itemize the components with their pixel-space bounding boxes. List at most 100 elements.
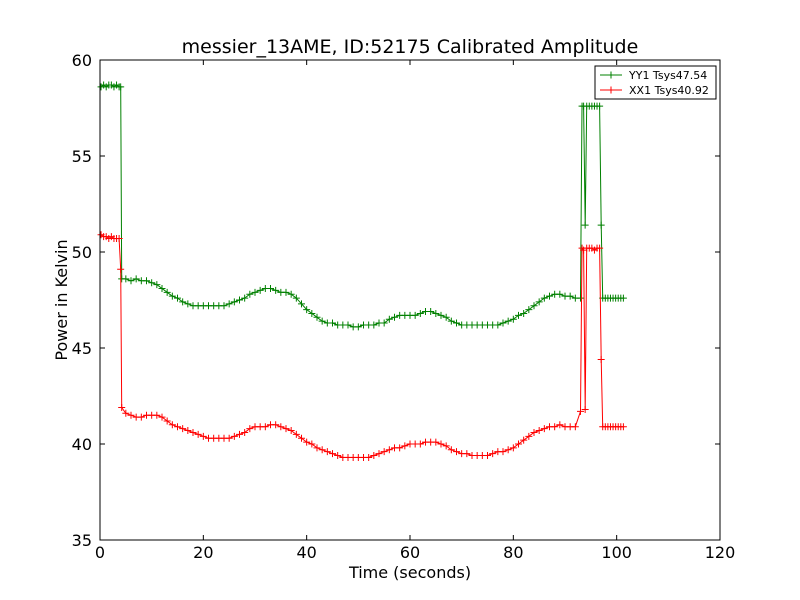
data-point [484, 452, 491, 460]
data-point [391, 313, 398, 321]
data-point [509, 444, 517, 452]
data-point [385, 315, 393, 323]
series-line [100, 234, 624, 458]
data-point [427, 308, 435, 316]
data-point [432, 438, 440, 446]
data-point [246, 290, 254, 298]
data-point [442, 313, 450, 321]
data-point [551, 423, 559, 431]
data-point [375, 450, 383, 458]
data-point [282, 425, 290, 433]
data-point [261, 423, 269, 431]
x-tick-label: 100 [601, 543, 632, 562]
data-point [287, 427, 295, 435]
data-point [380, 448, 388, 456]
chart-title: messier_13AME, ID:52175 Calibrated Ampli… [182, 36, 639, 58]
legend-label: XX1 Tsys40.92 [629, 84, 709, 97]
data-point [179, 298, 187, 306]
data-point [287, 290, 295, 298]
data-point [354, 323, 362, 331]
data-point [370, 321, 378, 329]
y-tick-label: 60 [72, 51, 92, 70]
data-point [122, 275, 130, 283]
data-point [153, 411, 161, 419]
data-point [447, 317, 455, 325]
data-point [489, 450, 497, 458]
data-point [272, 286, 280, 294]
data-point [380, 319, 388, 327]
data-point [272, 421, 280, 429]
data-point [298, 300, 305, 308]
series-1 [97, 81, 627, 331]
data-point [174, 423, 181, 431]
data-point [308, 309, 316, 317]
data-point [411, 311, 419, 319]
y-tick-label: 55 [72, 147, 92, 166]
data-point [581, 405, 589, 413]
data-point [117, 265, 125, 273]
data-point [318, 317, 326, 325]
series-2 [97, 231, 627, 461]
data-point [520, 309, 528, 317]
data-point [619, 423, 627, 431]
data-point [225, 300, 233, 308]
data-point [499, 448, 507, 456]
data-point [199, 432, 207, 440]
data-point [292, 294, 300, 302]
y-axis-label: Power in Kelvin [52, 239, 71, 360]
data-point [313, 444, 321, 452]
x-axis-label: Time (seconds) [348, 563, 471, 582]
data-point [581, 221, 589, 229]
data-point [494, 321, 502, 329]
y-tick-label: 40 [72, 435, 92, 454]
x-tick-label: 40 [296, 543, 316, 562]
data-point [597, 356, 605, 364]
data-point [251, 288, 259, 296]
data-point [535, 427, 543, 435]
data-point [432, 309, 440, 317]
data-point [122, 409, 130, 417]
data-point [396, 444, 404, 452]
x-tick-label: 20 [193, 543, 213, 562]
data-point [189, 428, 197, 436]
data-point [118, 404, 126, 412]
data-point [246, 425, 254, 433]
data-point [401, 442, 409, 450]
data-point [168, 292, 176, 300]
data-point [117, 83, 125, 91]
data-point [453, 448, 460, 456]
data-point [277, 423, 285, 431]
legend-box [594, 65, 717, 100]
data-point [365, 453, 373, 461]
data-point [546, 292, 553, 300]
data-point [515, 311, 522, 319]
data-point [303, 306, 311, 314]
data-point [509, 315, 517, 323]
data-point [416, 309, 424, 317]
data-point [525, 432, 533, 440]
data-point [292, 430, 300, 438]
data-point [530, 428, 538, 436]
data-point [313, 313, 321, 321]
data-point [230, 298, 238, 306]
x-tick-label: 0 [95, 543, 105, 562]
y-tick-label: 50 [72, 243, 92, 262]
plot-frame [99, 59, 721, 541]
data-point [504, 446, 512, 454]
data-point [447, 446, 455, 454]
data-point [540, 425, 548, 433]
data-point [127, 411, 135, 419]
data-point [194, 430, 202, 438]
data-point [370, 452, 378, 460]
data-point [153, 281, 161, 289]
data-point [282, 288, 290, 296]
y-tick-label: 35 [72, 531, 92, 550]
data-point [442, 442, 450, 450]
data-point [596, 244, 604, 252]
data-point [329, 319, 336, 327]
data-point [267, 284, 274, 292]
data-point [158, 284, 166, 292]
data-point [463, 450, 471, 458]
data-point [535, 298, 543, 306]
